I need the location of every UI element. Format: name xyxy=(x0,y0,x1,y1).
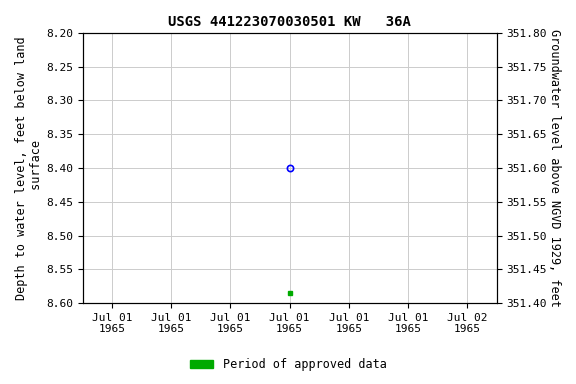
Title: USGS 441223070030501 KW   36A: USGS 441223070030501 KW 36A xyxy=(168,15,411,29)
Legend: Period of approved data: Period of approved data xyxy=(185,354,391,376)
Y-axis label: Depth to water level, feet below land
 surface: Depth to water level, feet below land su… xyxy=(15,36,43,300)
Y-axis label: Groundwater level above NGVD 1929, feet: Groundwater level above NGVD 1929, feet xyxy=(548,29,561,307)
